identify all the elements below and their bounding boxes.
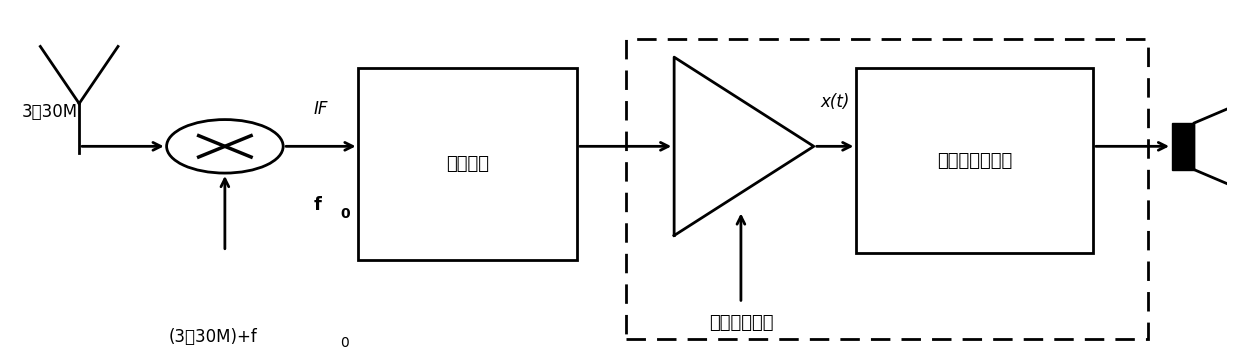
Text: f: f bbox=[313, 196, 321, 214]
Text: 0: 0 bbox=[341, 336, 349, 350]
Bar bbox=[1172, 123, 1194, 170]
Bar bbox=[358, 68, 577, 261]
Text: 射频模块: 射频模块 bbox=[446, 155, 489, 173]
Text: x(t): x(t) bbox=[820, 93, 850, 111]
Text: 0: 0 bbox=[341, 207, 349, 221]
Text: 模拟可控增益: 模拟可控增益 bbox=[709, 314, 773, 332]
Text: (3～30M)+f: (3～30M)+f bbox=[169, 328, 258, 346]
Bar bbox=[626, 39, 1147, 339]
Text: 滤波、解调处理: 滤波、解调处理 bbox=[937, 151, 1012, 170]
Text: IF: IF bbox=[313, 100, 328, 118]
Text: 3～30M: 3～30M bbox=[22, 103, 78, 121]
Bar bbox=[856, 68, 1093, 253]
